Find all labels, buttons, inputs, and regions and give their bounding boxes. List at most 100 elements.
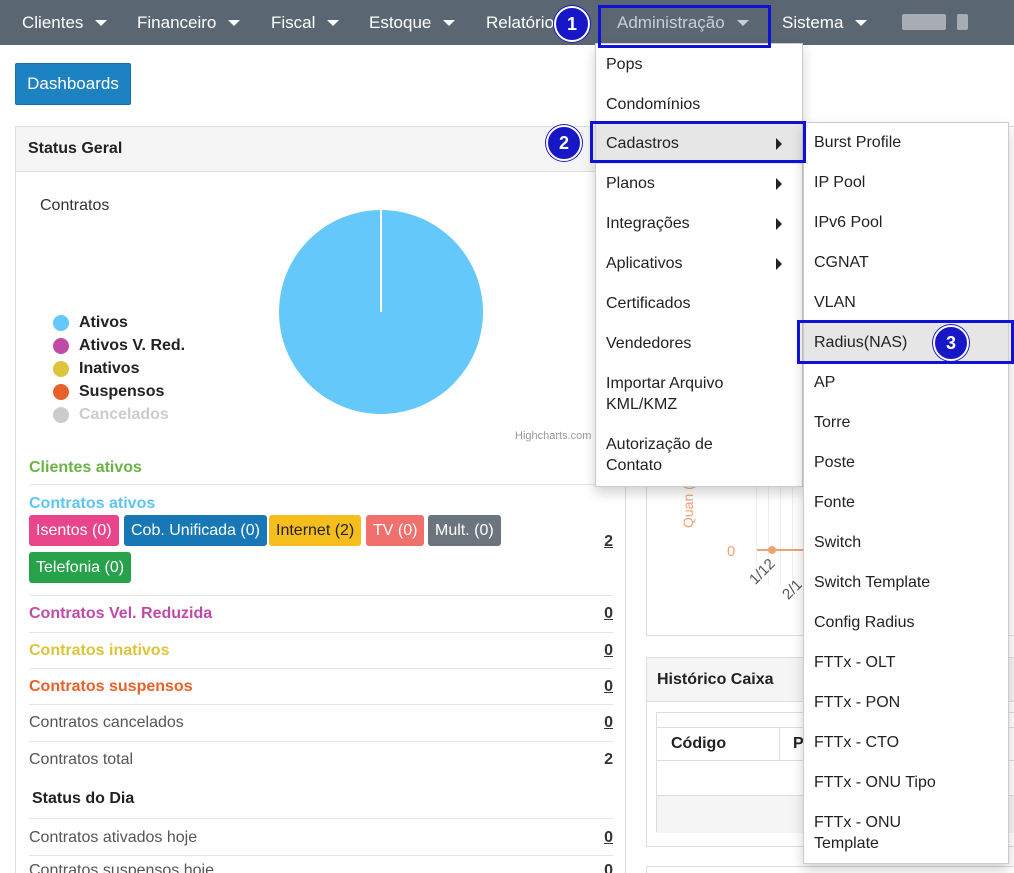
tag-telefonia[interactable]: Telefonia (0) xyxy=(29,552,132,583)
nav-label: Sistema xyxy=(782,12,844,32)
submenu-item-burst-profile[interactable]: Burst Profile xyxy=(804,123,1008,163)
caret-right-icon xyxy=(776,178,782,190)
nav-label: Fiscal xyxy=(271,12,316,32)
menu-item-planos[interactable]: Planos xyxy=(596,164,802,204)
menu-item-cadastros[interactable]: Cadastros xyxy=(596,124,802,164)
nav-sistema[interactable]: Sistema xyxy=(782,0,868,45)
submenu-item-switch-template[interactable]: Switch Template xyxy=(804,563,1008,603)
legend-item-ativos[interactable]: Ativos xyxy=(53,311,185,334)
menu-label: Poste xyxy=(814,454,855,471)
tag-tv[interactable]: TV (0) xyxy=(366,515,425,546)
row-clientes-ativos[interactable]: Clientes ativos xyxy=(29,459,613,477)
ativados-hoje-count-link[interactable]: 0 xyxy=(604,829,613,846)
submenu-item-poste[interactable]: Poste xyxy=(804,443,1008,483)
menu-label: Switch xyxy=(814,534,862,551)
suspensos-hoje-count-link[interactable]: 0 xyxy=(604,862,613,873)
tag-cob-unificada[interactable]: Cob. Unificada (0) xyxy=(124,515,267,546)
menu-item-certificados[interactable]: Certificados xyxy=(596,284,802,324)
divider xyxy=(29,632,613,633)
menu-item-importar-kml[interactable]: Importar Arquivo KML/KMZ xyxy=(596,366,756,422)
menu-item-aplicativos[interactable]: Aplicativos xyxy=(596,244,802,284)
menu-item-condominios[interactable]: Condomínios xyxy=(596,86,802,124)
row-inativos[interactable]: Contratos inativos 0 xyxy=(29,642,613,660)
row-label: Contratos Vel. Reduzida xyxy=(29,605,213,622)
nav-financeiro[interactable]: Financeiro xyxy=(137,0,241,45)
vel-reduzida-count-link[interactable]: 0 xyxy=(604,605,613,622)
legend-label: Ativos xyxy=(79,313,128,331)
caret-right-icon xyxy=(776,138,782,150)
submenu-item-fttx-cto[interactable]: FTTx - CTO xyxy=(804,723,1008,763)
menu-item-vendedores[interactable]: Vendedores xyxy=(596,324,802,364)
row-contratos-ativos-value: 2 xyxy=(29,533,613,551)
legend-item-cancelados[interactable]: Cancelados xyxy=(53,403,185,426)
user-avatar-blurred[interactable] xyxy=(957,14,968,30)
divider xyxy=(29,741,613,742)
tag-internet[interactable]: Internet (2) xyxy=(269,515,362,546)
row-label: Clientes ativos xyxy=(29,459,142,476)
menu-label: VLAN xyxy=(814,294,856,311)
row-suspensos[interactable]: Contratos suspensos 0 xyxy=(29,678,613,696)
caret-down-icon xyxy=(95,19,108,26)
suspensos-count-link[interactable]: 0 xyxy=(604,678,613,695)
nav-estoque[interactable]: Estoque xyxy=(369,0,456,45)
submenu-item-fttx-onu-template[interactable]: FTTx - ONU Template xyxy=(804,805,924,861)
col-header-p[interactable]: P xyxy=(793,735,804,752)
inativos-count-link[interactable]: 0 xyxy=(604,642,613,659)
legend-item-inativos[interactable]: Inativos xyxy=(53,357,185,380)
nav-label: Estoque xyxy=(369,12,432,32)
submenu-item-radius-nas[interactable]: Radius(NAS) xyxy=(804,323,1008,363)
submenu-item-fttx-olt[interactable]: FTTx - OLT xyxy=(804,643,1008,683)
submenu-item-ap[interactable]: AP xyxy=(804,363,1008,403)
caret-down-icon xyxy=(443,19,456,26)
row-suspensos-hoje[interactable]: Contratos suspensos hoje 0 xyxy=(29,862,613,873)
chart-title: Contratos xyxy=(40,197,110,214)
legend-dot-icon xyxy=(53,383,69,400)
submenu-item-fonte[interactable]: Fonte xyxy=(804,483,1008,523)
cadastros-submenu: Burst Profile IP Pool IPv6 Pool CGNAT VL… xyxy=(803,122,1009,864)
menu-label: Torre xyxy=(814,414,851,431)
legend-item-ativos-v-red[interactable]: Ativos V. Red. xyxy=(53,334,185,357)
menu-item-integracoes[interactable]: Integrações xyxy=(596,204,802,244)
menu-item-pops[interactable]: Pops xyxy=(596,46,802,84)
row-label: Contratos cancelados xyxy=(29,714,184,731)
caret-right-icon xyxy=(776,258,782,270)
menu-label: Vendedores xyxy=(606,335,692,352)
caret-down-icon xyxy=(228,19,241,26)
tag-isentos[interactable]: Isentos (0) xyxy=(29,515,119,546)
row-contratos-ativos[interactable]: Contratos ativos xyxy=(29,495,613,513)
nav-clientes[interactable]: Clientes xyxy=(22,0,108,45)
menu-item-autorizacao-contato[interactable]: Autorização de Contato xyxy=(596,427,746,483)
row-cancelados[interactable]: Contratos cancelados 0 xyxy=(29,714,613,732)
caret-down-icon xyxy=(736,19,749,26)
menu-label: Condomínios xyxy=(606,96,701,113)
nav-administracao[interactable]: Administração xyxy=(617,0,749,45)
menu-label: Autorização de Contato xyxy=(606,436,713,474)
submenu-item-cgnat[interactable]: CGNAT xyxy=(804,243,1008,283)
legend-label: Inativos xyxy=(79,359,140,377)
submenu-item-fttx-pon[interactable]: FTTx - PON xyxy=(804,683,1008,723)
user-name-blurred[interactable] xyxy=(902,14,946,30)
tag-mult[interactable]: Mult. (0) xyxy=(428,515,501,546)
divider xyxy=(29,704,613,705)
submenu-item-ipv6-pool[interactable]: IPv6 Pool xyxy=(804,203,1008,243)
row-label: Contratos ativados hoje xyxy=(29,829,198,846)
nav-relatorios[interactable]: Relatórios xyxy=(486,0,563,45)
dashboards-button[interactable]: Dashboards xyxy=(15,63,131,105)
submenu-item-vlan[interactable]: VLAN xyxy=(804,283,1008,323)
submenu-item-ip-pool[interactable]: IP Pool xyxy=(804,163,1008,203)
submenu-item-torre[interactable]: Torre xyxy=(804,403,1008,443)
menu-label: Config Radius xyxy=(814,614,915,631)
nav-fiscal[interactable]: Fiscal xyxy=(271,0,340,45)
contratos-ativos-count-link[interactable]: 2 xyxy=(604,533,613,550)
row-label: Contratos inativos xyxy=(29,642,170,659)
row-ativados-hoje[interactable]: Contratos ativados hoje 0 xyxy=(29,829,613,847)
legend-item-suspensos[interactable]: Suspensos xyxy=(53,380,185,403)
submenu-item-config-radius[interactable]: Config Radius xyxy=(804,603,1008,643)
cancelados-count-link[interactable]: 0 xyxy=(604,714,613,731)
submenu-item-switch[interactable]: Switch xyxy=(804,523,1008,563)
chart-credits[interactable]: Highcharts.com xyxy=(515,430,592,442)
nav-label: Administração xyxy=(617,12,725,32)
row-vel-reduzida[interactable]: Contratos Vel. Reduzida 0 xyxy=(29,605,613,623)
col-header-codigo[interactable]: Código xyxy=(671,735,727,752)
submenu-item-fttx-onu-tipo[interactable]: FTTx - ONU Tipo xyxy=(804,763,1008,803)
